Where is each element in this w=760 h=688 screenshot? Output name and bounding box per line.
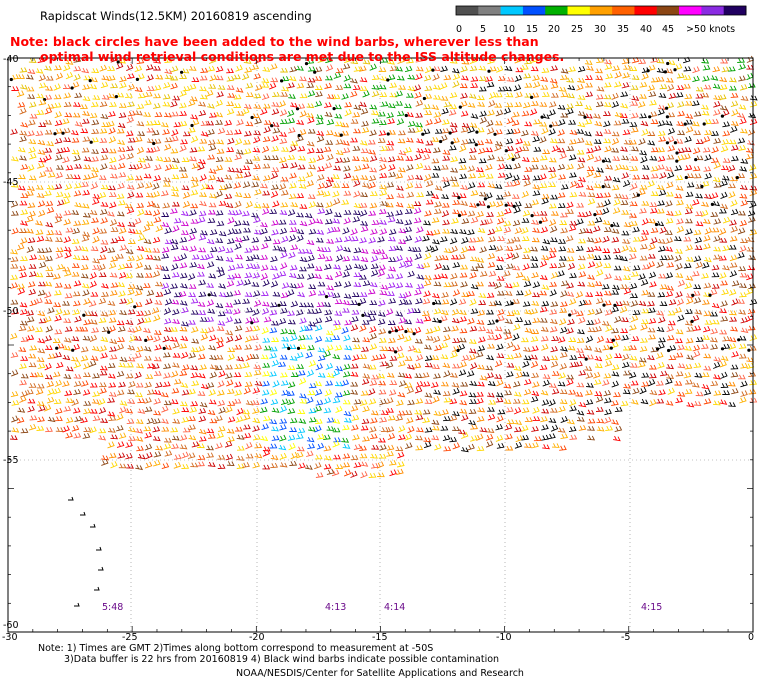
colorbar-label: 15 — [526, 24, 538, 35]
colorbar-label: 40 — [640, 24, 652, 35]
lon-label-20: -20 — [249, 632, 265, 643]
wind-barbs-layer — [9, 55, 758, 607]
footer-credit: NOAA/NESDIS/Center for Satellite Applica… — [236, 668, 524, 679]
lon-label-5: -5 — [621, 632, 630, 643]
colorbar-swatch — [612, 6, 635, 15]
gridlines — [8, 58, 753, 632]
colorbar-label: >50 knots — [686, 24, 735, 35]
colorbar-swatch — [723, 6, 747, 15]
colorbar-swatch — [456, 6, 479, 15]
lon-label-15: -15 — [372, 632, 388, 643]
colorbar-label: 45 — [662, 24, 674, 35]
lat-label-60: -60 — [3, 620, 19, 631]
lon-label-25: -25 — [122, 632, 138, 643]
lon-label-30: -30 — [2, 632, 18, 643]
colorbar-label: 20 — [548, 24, 560, 35]
colorbar-swatch — [589, 6, 613, 15]
warning-line-2: optimal wind retrieval conditions are me… — [40, 49, 565, 64]
colorbar-swatch — [545, 6, 569, 15]
warning-line-1: Note: black circles have been added to t… — [10, 34, 539, 49]
footer-note-line-2: 3)Data buffer is 22 hrs from 20160819 4)… — [64, 654, 500, 665]
lat-label-45: -45 — [3, 177, 19, 188]
colorbar-swatch — [656, 6, 680, 15]
map-title: Rapidscat Winds(12.5KM) 20160819 ascendi… — [40, 9, 312, 23]
time-label-2: 4:14 — [384, 602, 405, 613]
time-label-1: 4:13 — [325, 602, 346, 613]
lon-label-0: 0 — [748, 632, 754, 643]
colorbar-swatch — [478, 6, 502, 15]
colorbar-swatch — [522, 6, 546, 15]
lat-label-55: -55 — [3, 455, 19, 466]
colorbar-label: 10 — [503, 24, 515, 35]
footer-note-line-1: Note: 1) Times are GMT 2)Times along bot… — [38, 643, 434, 654]
colorbar-swatch — [701, 6, 725, 15]
colorbar-swatch — [634, 6, 658, 15]
axis-ticks — [7, 57, 754, 633]
warning-note: Note: black circles have been added to t… — [10, 34, 570, 64]
lon-label-10: -10 — [496, 632, 512, 643]
colorbar-swatch — [567, 6, 591, 15]
lat-label-50: -50 — [3, 306, 19, 317]
colorbar-label: 0 — [456, 24, 462, 35]
colorbar-label: 30 — [594, 24, 606, 35]
colorbar-label: 25 — [571, 24, 583, 35]
time-label-3: 4:15 — [641, 602, 662, 613]
colorbar-swatch — [679, 6, 702, 15]
colorbar-label: 35 — [617, 24, 629, 35]
lat-label-40: -40 — [3, 54, 19, 65]
footer-notes: Note: 1) Times are GMT 2)Times along bot… — [38, 643, 499, 665]
speed-colorbar: 0 5 10 15 20 25 30 35 40 45 >50 knots — [455, 5, 747, 35]
colorbar-label: 5 — [480, 24, 486, 35]
time-label-0: 5:48 — [102, 602, 123, 613]
colorbar-swatch — [500, 6, 524, 15]
